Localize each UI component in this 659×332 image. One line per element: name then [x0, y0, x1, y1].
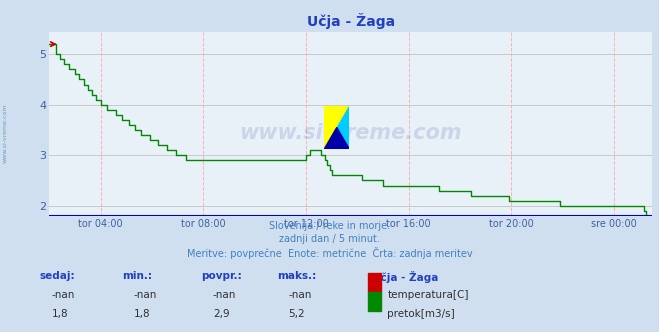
- Text: 5,2: 5,2: [289, 309, 305, 319]
- Text: -nan: -nan: [213, 290, 236, 300]
- Text: www.si-vreme.com: www.si-vreme.com: [240, 123, 462, 143]
- Text: Meritve: povprečne  Enote: metrične  Črta: zadnja meritev: Meritve: povprečne Enote: metrične Črta:…: [186, 247, 473, 259]
- Polygon shape: [324, 127, 349, 149]
- Polygon shape: [324, 106, 349, 149]
- Text: 2,9: 2,9: [213, 309, 229, 319]
- Title: Učja - Žaga: Učja - Žaga: [307, 13, 395, 29]
- Polygon shape: [324, 106, 349, 149]
- Text: -nan: -nan: [134, 290, 157, 300]
- Text: min.:: min.:: [122, 271, 152, 281]
- Text: temperatura[C]: temperatura[C]: [387, 290, 469, 300]
- Text: Učja - Žaga: Učja - Žaga: [372, 271, 439, 283]
- Text: 1,8: 1,8: [51, 309, 68, 319]
- Text: Slovenija / reke in morje.: Slovenija / reke in morje.: [269, 221, 390, 231]
- Text: 1,8: 1,8: [134, 309, 150, 319]
- Text: maks.:: maks.:: [277, 271, 316, 281]
- Text: sedaj:: sedaj:: [40, 271, 75, 281]
- Text: -nan: -nan: [51, 290, 74, 300]
- Text: www.si-vreme.com: www.si-vreme.com: [3, 103, 8, 163]
- Text: pretok[m3/s]: pretok[m3/s]: [387, 309, 455, 319]
- Text: -nan: -nan: [289, 290, 312, 300]
- Text: zadnji dan / 5 minut.: zadnji dan / 5 minut.: [279, 234, 380, 244]
- Text: povpr.:: povpr.:: [201, 271, 242, 281]
